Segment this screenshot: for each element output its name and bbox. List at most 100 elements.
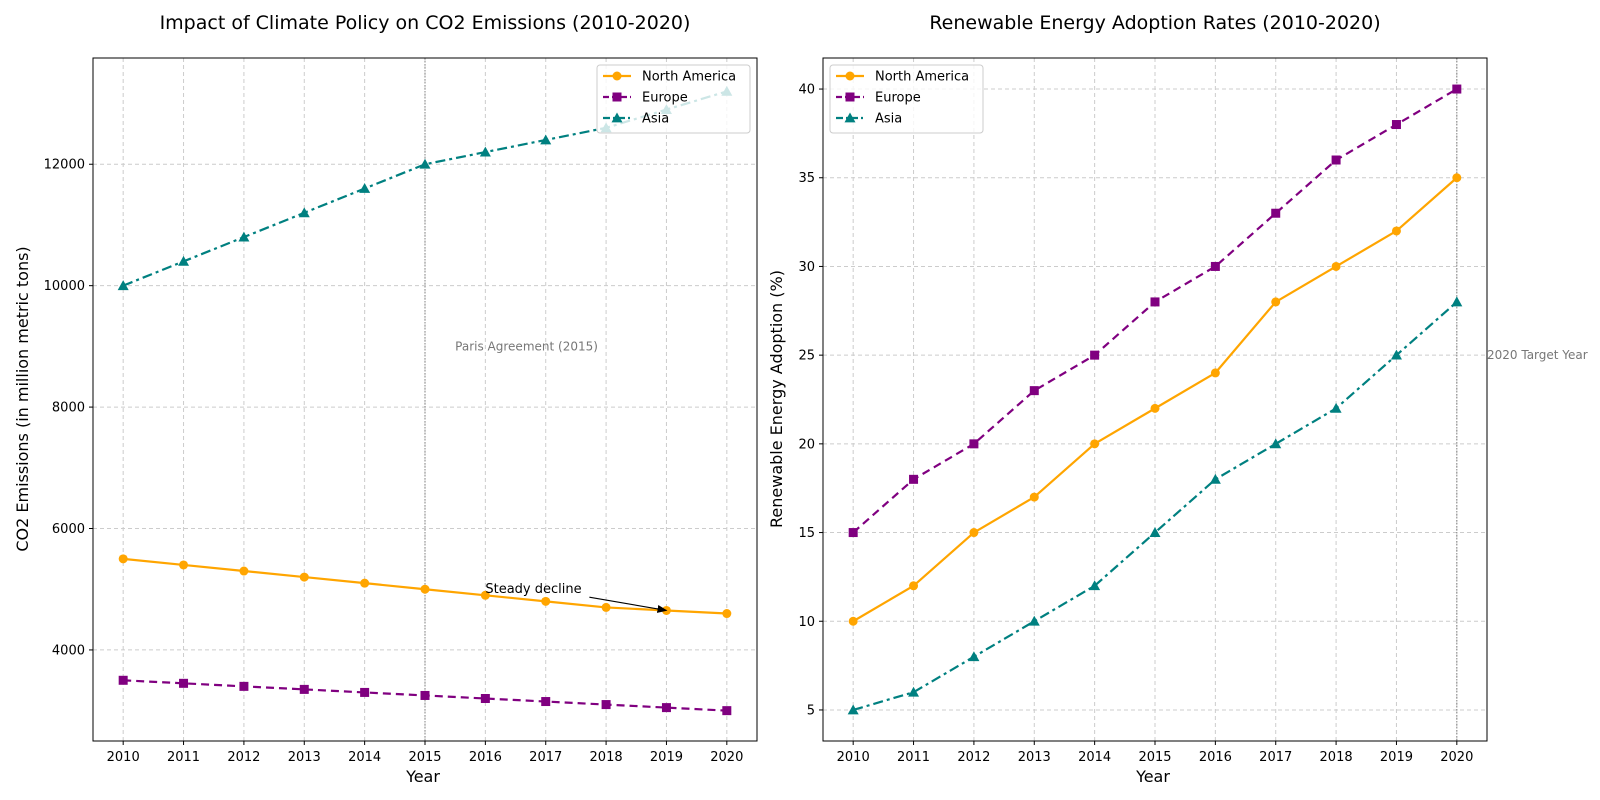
data-point [299,572,309,582]
data-point [661,703,671,713]
data-point [178,255,190,266]
data-point [117,280,129,291]
series-europe [848,84,1462,538]
y-tick-label: 25 [798,349,815,364]
y-tick-label: 35 [798,171,815,186]
legend-marker [612,92,622,102]
legend-marker [845,92,855,102]
x-tick-label: 2019 [1380,750,1413,765]
data-point [480,694,490,704]
x-tick-label: 2016 [1199,750,1232,765]
x-tick-label: 2019 [650,750,683,765]
data-point [360,687,370,697]
series-europe [118,675,732,716]
data-point [1089,580,1101,591]
legend-label: Europe [642,91,688,106]
legend: North America Europe Asia [596,64,751,134]
data-point [1271,208,1281,218]
data-point [722,706,732,716]
x-axis-label: Year [1135,767,1170,786]
data-point [1150,403,1160,413]
plot-area: 2010 2011 2012 2013 2014 2015 2016 2017 2018 2019… [44,57,758,765]
data-point [118,675,128,685]
y-tick-label: 30 [798,260,815,275]
data-point [1331,261,1341,271]
y-tick-label: 8000 [52,401,85,416]
x-tick-label: 2016 [469,750,502,765]
data-point [909,581,919,591]
annotation: Steady decline [485,582,581,597]
x-tick-label: 2010 [837,750,870,765]
data-point [360,578,370,588]
data-point [1090,350,1100,360]
x-tick-label: 2013 [1018,750,1051,765]
data-point [118,554,128,564]
legend-label: North America [875,70,969,85]
data-point [541,596,551,606]
y-tick-label: 20 [798,437,815,452]
x-tick-label: 2014 [1078,750,1111,765]
data-point [239,566,249,576]
legend-label: Asia [642,112,669,127]
legend-box [829,64,984,134]
data-point [1451,296,1463,307]
data-point [1271,297,1281,307]
x-axis-label: Year [405,767,440,786]
data-point [601,602,611,612]
grid [823,58,1487,741]
legend-label: Europe [875,91,921,106]
chart-title: Renewable Energy Adoption Rates (2010-20… [929,12,1380,34]
axis-ticks: 2010 2011 2012 2013 2014 2015 2016 2017 2018 2019… [798,83,1473,765]
x-tick-label: 2011 [167,750,200,765]
y-tick-label: 15 [798,526,815,541]
data-point [479,146,491,157]
data-point [1210,368,1220,378]
x-tick-label: 2014 [348,750,381,765]
y-tick-label: 10000 [44,279,85,294]
data-point [298,207,310,218]
data-point [179,560,189,570]
data-point [1028,615,1040,626]
legend-marker [612,71,622,81]
x-tick-label: 2017 [1259,750,1292,765]
series-north-america [848,173,1462,626]
annotation-arrow [589,596,668,613]
data-point [847,704,859,715]
legend-marker [845,71,855,81]
axes-frame [822,57,1488,742]
data-point [540,134,552,145]
y-axis-label: Renewable Energy Adoption (%) [767,270,786,528]
legend: North America Europe Asia [829,64,984,134]
data-point [1390,349,1402,360]
data-point [359,183,371,193]
y-tick-label: 6000 [52,522,85,537]
x-tick-label: 2020 [710,750,743,765]
data-point [1029,386,1039,396]
axis-ticks: 2010 2011 2012 2013 2014 2015 2016 2017 2018 2019… [44,158,744,765]
data-point [722,609,732,619]
x-tick-label: 2017 [529,750,562,765]
chart-title: Impact of Climate Policy on CO2 Emission… [160,12,691,34]
data-point [969,528,979,538]
data-point [908,686,920,697]
data-point [1210,261,1220,271]
axes-frame [92,57,758,742]
plot-area: 2010 2011 2012 2013 2014 2015 2016 2017 2018 2019… [798,57,1588,765]
data-point [420,690,430,700]
data-point [299,684,309,694]
legend-box [596,64,751,134]
chart-renewable-adoption: Renewable Energy Adoption Rates (2010-20… [767,12,1588,786]
x-tick-label: 2018 [590,750,623,765]
data-point [179,678,189,688]
y-axis-label: CO2 Emissions (in million metric tons) [13,246,32,551]
data-point [909,474,919,484]
x-tick-label: 2015 [408,750,441,765]
data-point [1270,438,1282,449]
series-north-america [118,554,732,619]
data-point [1331,155,1341,165]
annotation: Paris Agreement (2015) [455,339,598,353]
x-tick-label: 2020 [1440,750,1473,765]
data-point [1391,120,1401,130]
data-point [1452,173,1462,183]
